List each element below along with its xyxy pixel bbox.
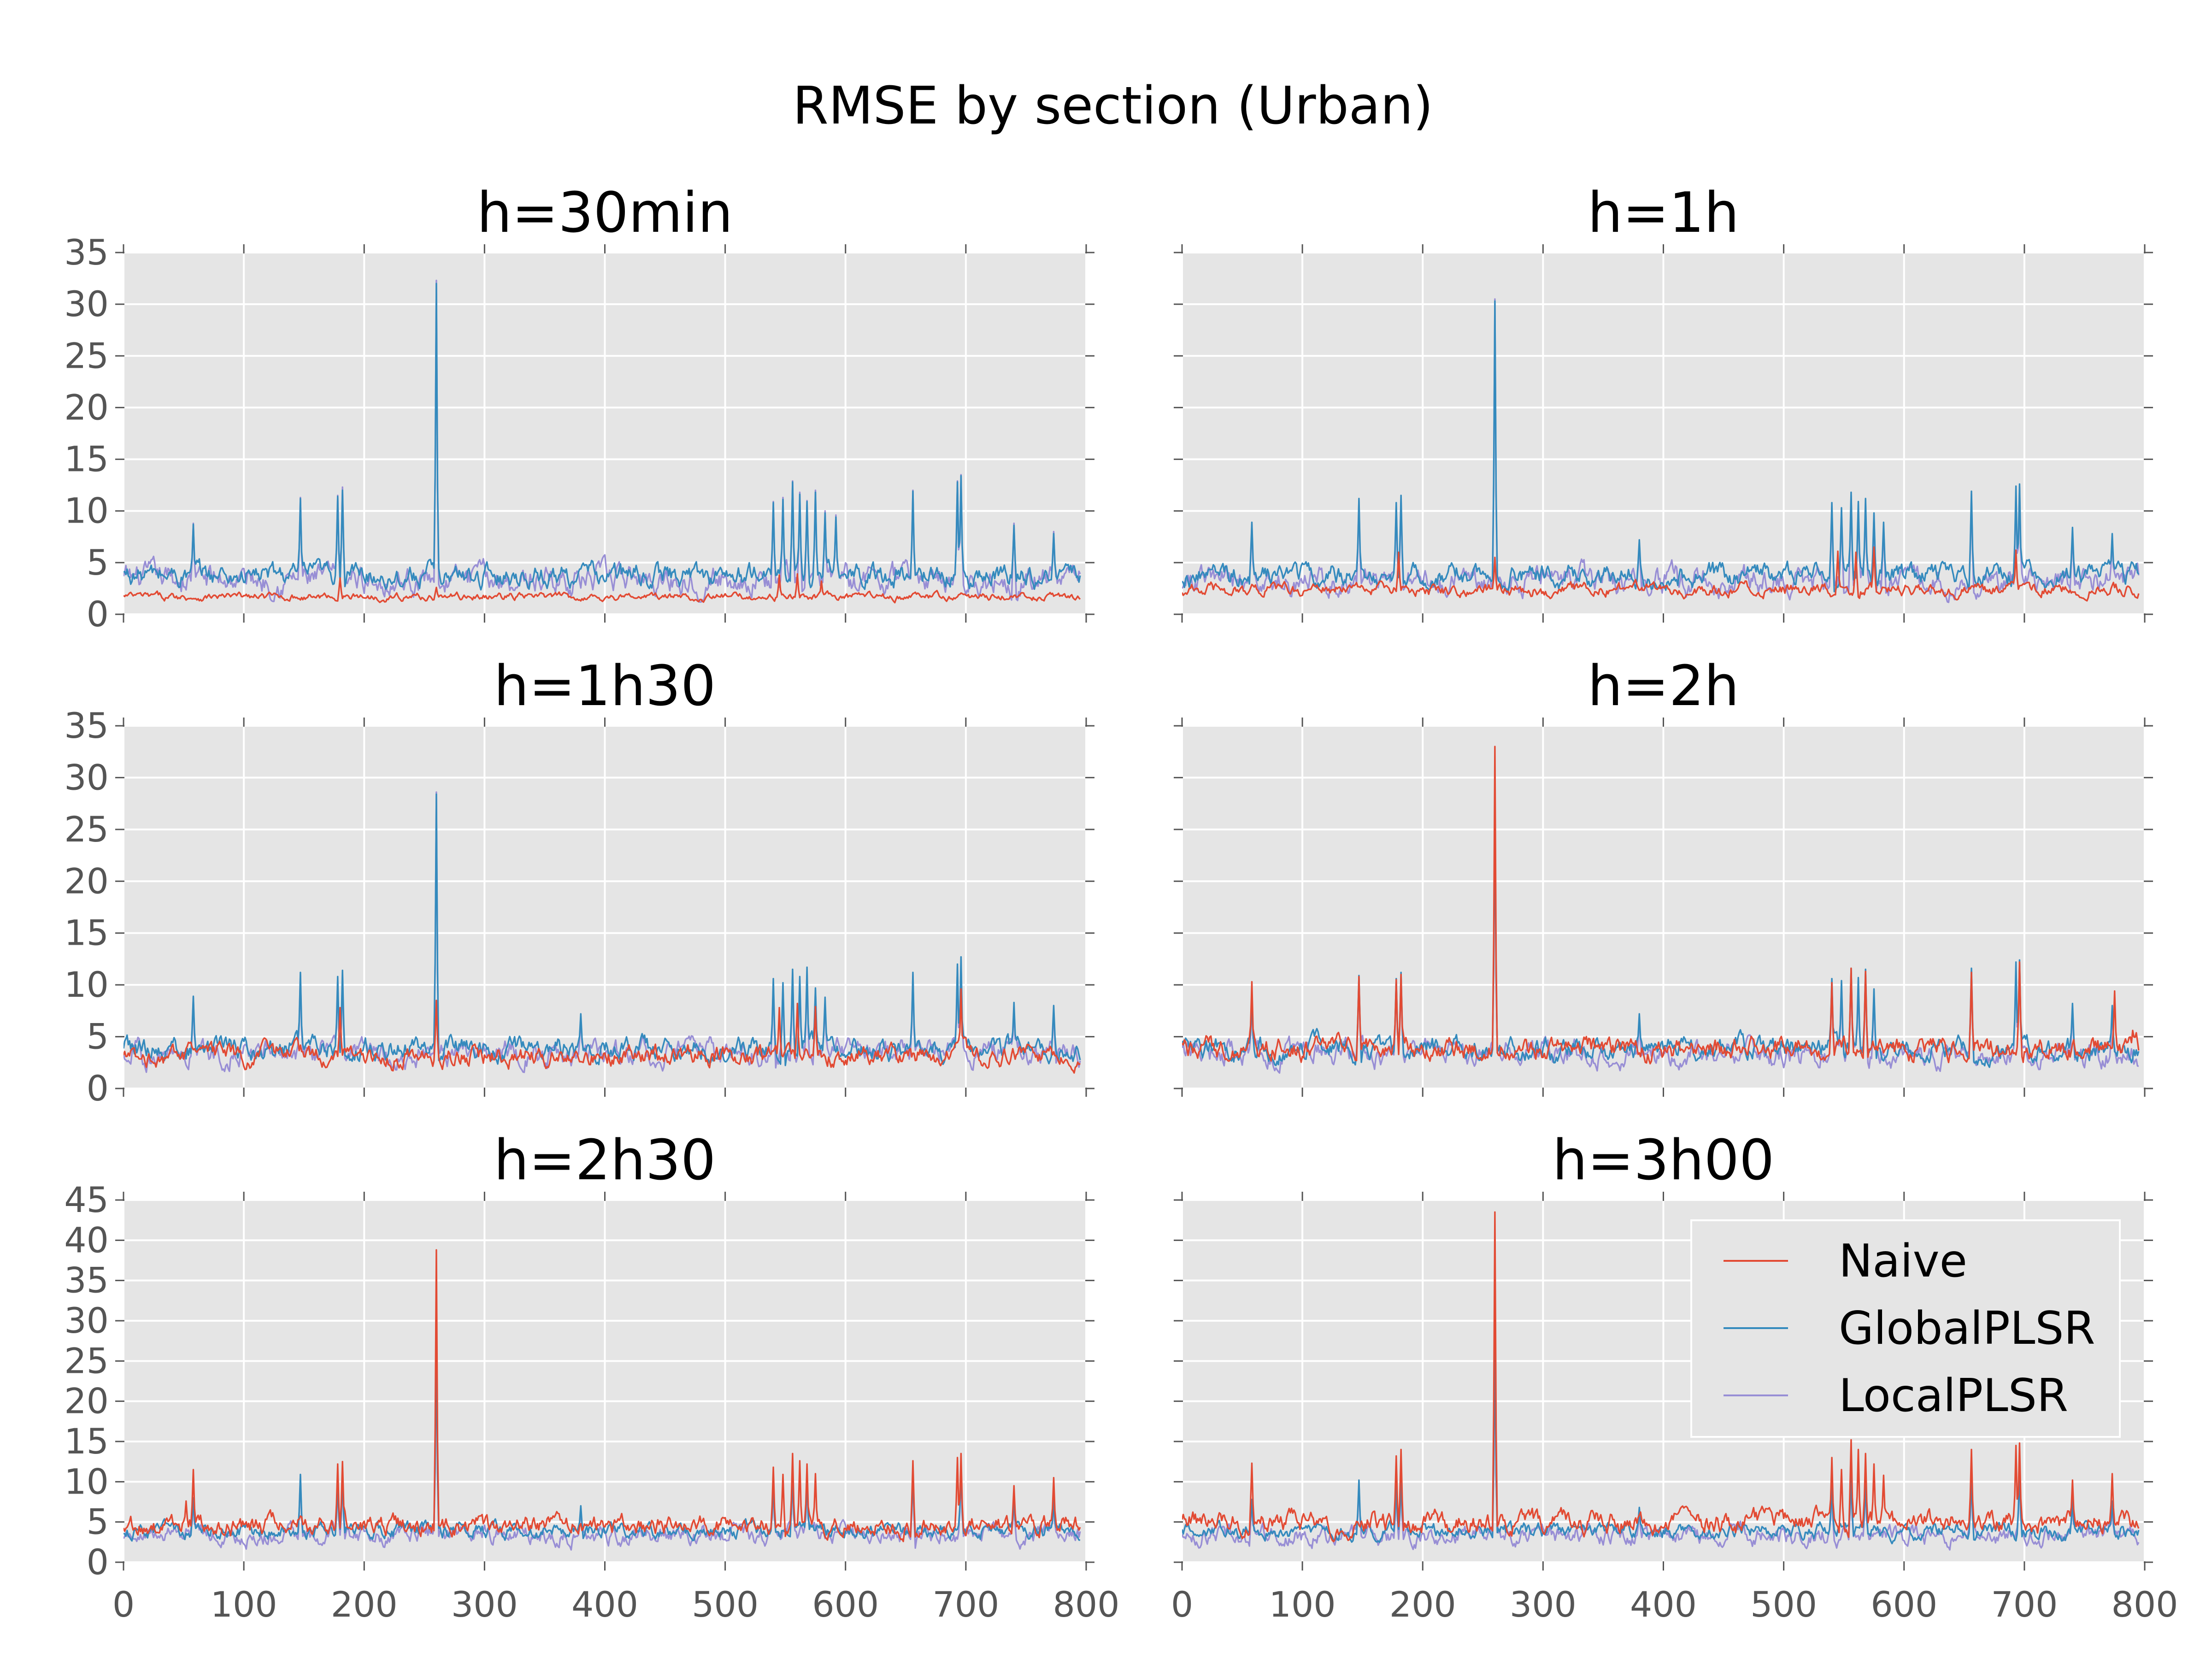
panel-h-2h: h=2h xyxy=(1174,654,2153,1097)
x-tick-label: 600 xyxy=(812,1584,879,1625)
x-tick-label: 100 xyxy=(1269,1584,1336,1625)
y-tick-label: 25 xyxy=(64,335,109,376)
y-tick-label: 40 xyxy=(64,1219,109,1260)
panel-h-1h: h=1h xyxy=(1174,181,2153,623)
x-tick-label: 500 xyxy=(1750,1584,1817,1625)
x-tick-label: 600 xyxy=(1871,1584,1937,1625)
y-tick-label: 30 xyxy=(64,757,109,798)
series-localplsr xyxy=(1182,1339,2140,1551)
legend-label: Naive xyxy=(1839,1235,1967,1288)
x-tick-label: 500 xyxy=(692,1584,759,1625)
panel-h-3h00: 0 100 200 300 400 500 600 700 800 h=3h00 Naive Glob… xyxy=(1171,1129,2178,1625)
panel-title: h=1h xyxy=(1588,181,1739,245)
series-naive xyxy=(1182,1211,2140,1542)
y-tick-label: 35 xyxy=(64,705,109,746)
series-localplsr xyxy=(1182,804,2139,1074)
y-tick-label: 0 xyxy=(87,1068,109,1109)
series-globalplsr xyxy=(124,282,1081,591)
series-localplsr xyxy=(124,279,1081,603)
legend-label: LocalPLSR xyxy=(1839,1370,2068,1422)
x-tick-label: 0 xyxy=(1171,1584,1193,1625)
panel-title: h=30min xyxy=(477,181,733,245)
x-tick-label: 300 xyxy=(451,1584,518,1625)
x-tick-label: 300 xyxy=(1510,1584,1577,1625)
x-tick-label: 0 xyxy=(112,1584,135,1625)
y-tick-label: 15 xyxy=(64,1421,109,1462)
y-tick-label: 0 xyxy=(87,594,109,635)
x-tick-label: 200 xyxy=(331,1584,398,1625)
y-tick-label: 5 xyxy=(87,1501,109,1542)
y-tick-label: 15 xyxy=(64,439,109,480)
series-naive xyxy=(124,988,1081,1074)
y-tick-label: 20 xyxy=(64,387,109,428)
y-tick-label: 5 xyxy=(87,542,109,583)
panel-h-1h30: 0 5 10 15 20 25 30 35 h=1h30 xyxy=(64,654,1094,1109)
y-tick-label: 5 xyxy=(87,1016,109,1057)
x-tick-label: 800 xyxy=(1053,1584,1119,1625)
series-globalplsr xyxy=(124,793,1081,1066)
panel-title: h=2h xyxy=(1588,654,1739,718)
y-tick-label: 25 xyxy=(64,809,109,850)
x-tick-label: 800 xyxy=(2111,1584,2178,1625)
x-tick-label: 700 xyxy=(1991,1584,2058,1625)
y-tick-label: 30 xyxy=(64,283,109,324)
y-tick-label: 45 xyxy=(64,1179,109,1220)
y-tick-label: 20 xyxy=(64,860,109,901)
x-tick-label: 200 xyxy=(1389,1584,1456,1625)
figure-title: RMSE by section (Urban) xyxy=(793,76,1433,136)
y-tick-label: 15 xyxy=(64,912,109,953)
y-tick-label: 0 xyxy=(87,1541,109,1583)
y-tick-label: 20 xyxy=(64,1381,109,1422)
y-tick-label: 35 xyxy=(64,232,109,273)
legend-label: GlobalPLSR xyxy=(1839,1302,2095,1355)
y-tick-label: 10 xyxy=(64,490,109,531)
x-tick-label: 100 xyxy=(211,1584,277,1625)
series-globalplsr xyxy=(124,1336,1081,1542)
y-tick-label: 30 xyxy=(64,1300,109,1341)
panel-h-30min: 0 5 10 15 20 25 30 35 h=30min xyxy=(64,181,1094,635)
y-tick-label: 25 xyxy=(64,1340,109,1381)
legend: Naive GlobalPLSR LocalPLSR xyxy=(1690,1219,2121,1438)
y-tick-label: 10 xyxy=(64,964,109,1005)
x-tick-label: 400 xyxy=(1630,1584,1697,1625)
series-naive xyxy=(124,573,1081,604)
panel-title: h=1h30 xyxy=(494,654,716,718)
y-tick-label: 35 xyxy=(64,1260,109,1301)
x-tick-label: 700 xyxy=(932,1584,999,1625)
panel-title: h=2h30 xyxy=(494,1129,716,1193)
x-tick-label: 400 xyxy=(571,1584,638,1625)
panel-title: h=3h00 xyxy=(1553,1129,1775,1193)
series-naive xyxy=(1182,546,2140,602)
series-naive xyxy=(124,1249,1081,1542)
series-localplsr xyxy=(124,1340,1081,1551)
series-naive xyxy=(1182,746,2140,1065)
y-tick-label: 10 xyxy=(64,1461,109,1502)
